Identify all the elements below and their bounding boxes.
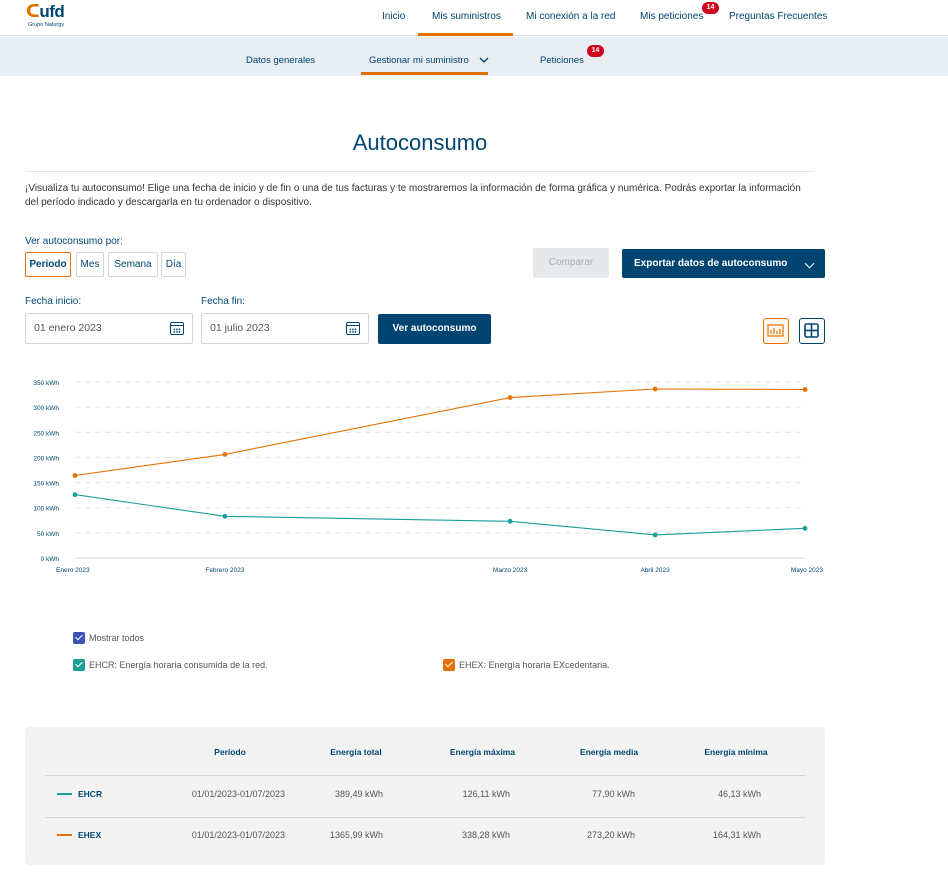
y-tick-label: 50 kWh [37,531,59,538]
x-tick-label: Abril 2023 [640,567,670,574]
peticiones-count-badge: 14 [702,2,719,14]
y-tick-label: 200 kWh [33,455,59,462]
cell-max: 338,28 kWh [461,830,510,840]
grid-icon [804,323,819,338]
cell-total: 389,49 kWh [334,789,383,799]
ver-autoconsumo-button[interactable]: Ver autoconsumo [378,314,491,344]
cell-avg: 273,20 kWh [586,830,635,840]
calendar-icon[interactable] [170,322,184,335]
ver-por-label: Ver autoconsumo por: [25,236,123,247]
row-divider [45,817,805,818]
row-divider [45,775,805,776]
chart-view-toggle[interactable] [763,318,789,344]
export-button[interactable]: Exportar datos de autoconsumo [622,249,825,278]
ehex-checkbox[interactable] [443,659,455,671]
export-button-label: Exportar datos de autoconsumo [634,258,788,269]
sub-header: Datos generales Gestionar mi suministro … [0,37,948,76]
table-view-toggle[interactable] [799,318,825,344]
ehcr-checkbox[interactable] [73,659,85,671]
y-tick-label: 0 kWh [41,556,60,563]
show-all-label: Mostrar todos [89,633,145,643]
ehcr-legend-label: EHCR: Energía horaria consumida de la re… [89,660,268,670]
data-point-ehex [802,387,808,392]
logo-wordmark: ᑕufd [26,2,65,21]
row-name: EHEX [78,830,102,840]
cell-period: 01/01/2023-01/07/2023 [191,830,285,840]
header-energia-media: Energía media [579,747,639,757]
compare-button[interactable]: Comparar [533,248,609,278]
x-tick-label: Mayo 2023 [791,567,824,574]
data-point-ehcr [652,532,658,538]
ehex-swatch [57,834,72,836]
x-tick-label: Febrero 2023 [205,567,244,574]
period-button-periodo[interactable]: Periodo [25,252,71,277]
intro-text: ¡Visualiza tu autoconsumo! Elige una fec… [25,183,801,208]
data-point-ehex [222,452,228,457]
fecha-fin-value: 01 julio 2023 [210,322,270,334]
subnav-active-indicator [361,72,488,75]
chevron-down-icon [804,258,815,269]
y-tick-label: 100 kWh [33,506,59,513]
header-periodo: Período [214,747,246,757]
series-line-ehcr [74,494,806,536]
topnav-inicio[interactable]: Inicio [382,11,406,22]
calendar-icon[interactable] [346,322,360,335]
x-tick-label: Enero 2023 [56,567,90,574]
top-header: ᑕufd Grupo Naturgy Inicio Mis suministro… [0,0,948,36]
logo-subtitle: Grupo Naturgy [28,22,65,28]
cell-min: 164,31 kWh [712,830,761,840]
bar-chart-icon [767,324,784,337]
cell-avg: 77,90 kWh [591,789,635,799]
autoconsumo-chart: 0 kWh 50 kWh 100 kWh 150 kWh 200 kWh 250 kWh 3… [25,370,835,585]
y-tick-label: 250 kWh [33,430,59,437]
y-tick-label: 350 kWh [33,380,59,387]
header-energia-minima: Energía mínima [704,747,768,757]
show-all-checkbox[interactable] [73,632,85,644]
fecha-fin-input[interactable]: 01 julio 2023 [201,313,369,344]
y-tick-label: 300 kWh [33,405,59,412]
data-point-ehcr [507,518,513,524]
chevron-down-icon [479,57,489,63]
fecha-inicio-value: 01 enero 2023 [34,322,102,334]
subnav-gestionar-suministro[interactable]: Gestionar mi suministro [369,55,489,66]
data-point-ehex [507,395,513,400]
fecha-inicio-input[interactable]: 01 enero 2023 [25,313,193,344]
subnav-gestionar-label: Gestionar mi suministro [369,55,469,66]
ehcr-swatch [57,793,72,795]
ehex-legend-label: EHEX: Energía horaria EXcedentaria. [459,660,610,670]
data-point-ehcr [802,525,808,531]
topnav-active-indicator [418,33,513,36]
topnav-mis-peticiones[interactable]: Mis peticiones [640,11,704,22]
cell-min: 46,13 kWh [717,789,761,799]
topnav-mi-conexion[interactable]: Mi conexión a la red [526,11,616,22]
page-title: Autoconsumo [352,130,488,155]
header-energia-total: Energía total [330,747,382,757]
topnav-mis-suministros[interactable]: Mis suministros [432,11,501,22]
row-name: EHCR [78,789,103,799]
topnav-preguntas-frecuentes[interactable]: Preguntas Frecuentes [729,11,828,22]
data-point-ehex [652,386,658,392]
period-button-dia[interactable]: Día [161,252,186,277]
header-energia-maxima: Energía máxima [449,747,516,757]
line-chart-svg: 0 kWh 50 kWh 100 kWh 150 kWh 200 kWh 250 kWh 3… [33,380,824,574]
data-point-ehcr [72,492,78,498]
y-tick-label: 150 kWh [33,481,59,488]
data-point-ehcr [222,513,228,519]
summary-table: Período Energía total Energía máxima Ene… [25,727,825,865]
title-divider [25,171,815,172]
x-tick-label: Marzo 2023 [493,567,528,574]
data-point-ehex [72,473,78,478]
cell-max: 126,11 kWh [462,789,510,799]
period-button-mes[interactable]: Mes [76,252,104,277]
fecha-fin-label: Fecha fin: [201,296,245,307]
subnav-datos-generales[interactable]: Datos generales [246,55,316,66]
subnav-peticiones-badge: 14 [587,45,604,57]
period-button-semana[interactable]: Semana [108,252,158,277]
subnav-peticiones[interactable]: Peticiones [540,55,584,66]
ufd-logo[interactable]: ᑕufd Grupo Naturgy [26,2,86,33]
cell-total: 1365,99 kWh [329,830,383,840]
fecha-inicio-label: Fecha inicio: [25,296,82,307]
cell-period: 01/01/2023-01/07/2023 [191,789,285,799]
